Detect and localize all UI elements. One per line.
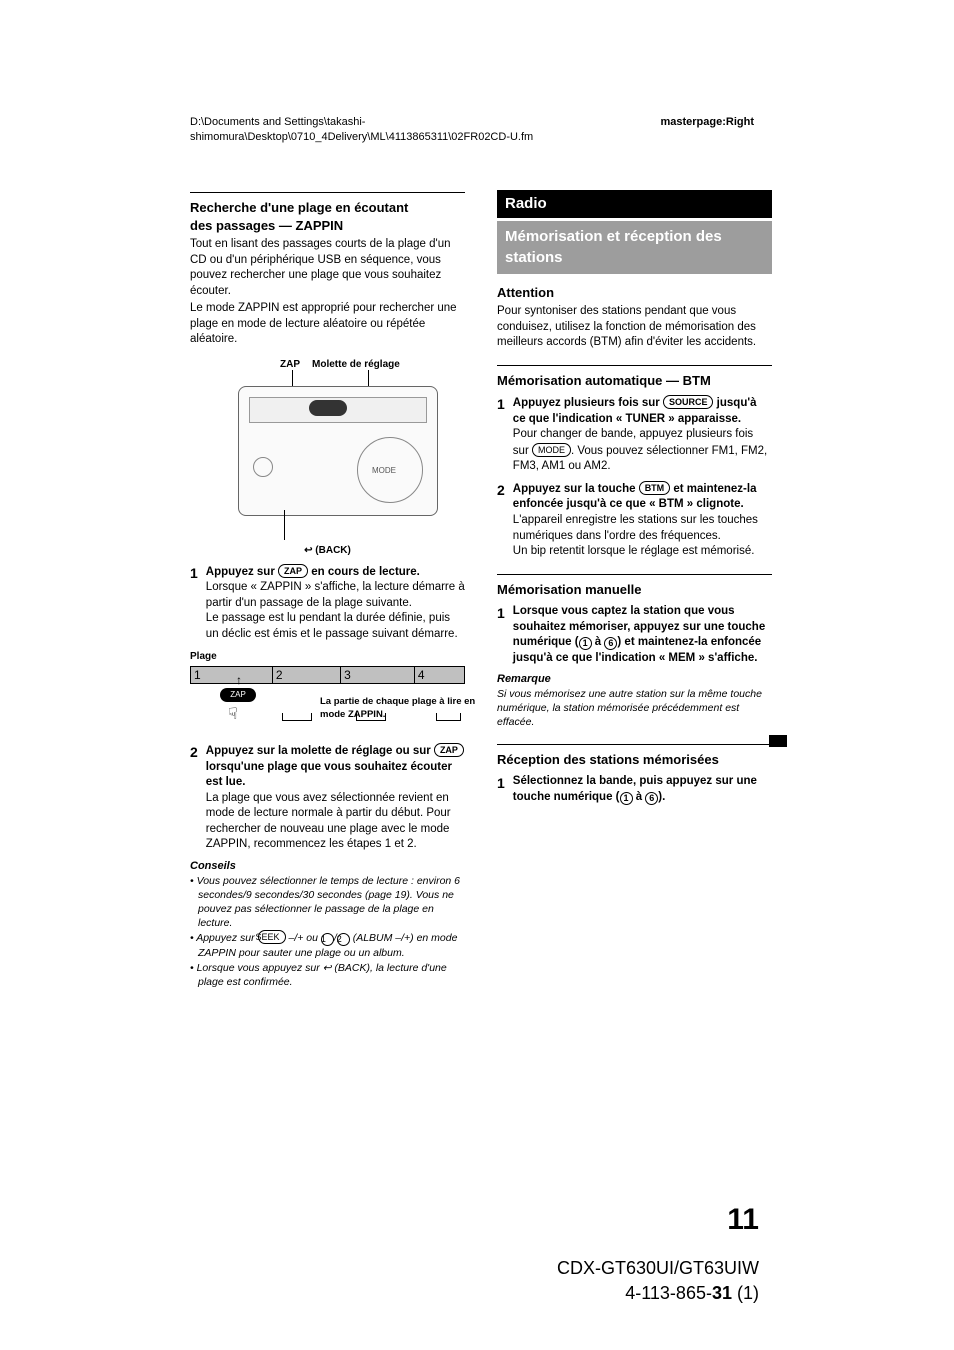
manual-step-1: 1 Lorsque vous captez la station que vou… bbox=[497, 604, 772, 666]
step1-text1: Lorsque « ZAPPIN » s'affiche, la lecture… bbox=[206, 580, 465, 611]
fig-label-zap: ZAP bbox=[280, 358, 300, 372]
step-number: 1 bbox=[497, 774, 505, 805]
step-number: 1 bbox=[190, 564, 198, 643]
plage-label: Plage bbox=[190, 650, 465, 664]
btm2-text2: Un bip retentit lorsque le réglage est m… bbox=[513, 544, 772, 560]
memo-reception-heading: Mémorisation et réception des stations bbox=[497, 221, 772, 274]
step2-title: Appuyez sur la molette de réglage ou sur… bbox=[206, 743, 465, 791]
btm1-text: Pour changer de bande, appuyez plusieurs… bbox=[513, 427, 772, 475]
path-line2: shimomura\Desktop\0710_4Delivery\ML\4113… bbox=[190, 131, 533, 143]
btm2-text1: L'appareil enregistre les stations sur l… bbox=[513, 513, 772, 544]
fig-label-dial: Molette de réglage bbox=[312, 358, 400, 372]
btm-heading: Mémorisation automatique — BTM bbox=[497, 372, 772, 390]
header-path: D:\Documents and Settings\takashi- shimo… bbox=[190, 115, 590, 145]
btm1-title: Appuyez plusieurs fois sur SOURCE jusqu'… bbox=[513, 395, 772, 427]
right-column: Radio Mémorisation et réception des stat… bbox=[497, 190, 772, 989]
zappin-intro-1: Tout en lisant des passages courts de la… bbox=[190, 237, 465, 299]
man1-title: Lorsque vous captez la station que vous … bbox=[513, 604, 772, 666]
conseil-item: Lorsque vous appuyez sur ↩ (BACK), la le… bbox=[190, 961, 465, 989]
manual-memo-heading: Mémorisation manuelle bbox=[497, 581, 772, 599]
reception-step-1: 1 Sélectionnez la bande, puis appuyez su… bbox=[497, 774, 772, 805]
tab-marker bbox=[769, 735, 787, 747]
conseil-item: Vous pouvez sélectionner le temps de lec… bbox=[190, 874, 465, 931]
zap-icon: ZAP bbox=[220, 688, 256, 702]
device-figure: ZAP Molette de réglage ↩ (BACK) bbox=[190, 358, 465, 558]
step-2: 2 Appuyez sur la molette de réglage ou s… bbox=[190, 743, 465, 853]
track-figure: Plage 1 2 3 4 ↑ ZAP ☟ La partie de chaqu… bbox=[190, 650, 465, 735]
conseils-heading: Conseils bbox=[190, 859, 465, 874]
step-number: 2 bbox=[190, 743, 198, 853]
conseils-list: Vous pouvez sélectionner le temps de lec… bbox=[190, 874, 465, 989]
recep1-title: Sélectionnez la bande, puis appuyez sur … bbox=[513, 774, 772, 805]
source-button-label: SOURCE bbox=[663, 395, 714, 409]
remarque-text: Si vous mémorisez une autre station sur … bbox=[497, 687, 772, 730]
conseil-item: Appuyez sur SEEK –/+ ou 1/2 (ALBUM –/+) … bbox=[190, 930, 465, 960]
plage-caption: La partie de chaque plage à lire en mode… bbox=[320, 696, 480, 722]
reception-heading: Réception des stations mémorisées bbox=[497, 751, 772, 769]
remarque-heading: Remarque bbox=[497, 672, 772, 687]
zappin-intro-2: Le mode ZAPPIN est approprié pour recher… bbox=[190, 301, 465, 348]
btm2-title: Appuyez sur la touche BTM et maintenez-l… bbox=[513, 481, 772, 513]
masterpage-label: masterpage:Right bbox=[660, 115, 754, 130]
dial-graphic bbox=[357, 437, 423, 503]
track-cell: 1 bbox=[191, 667, 273, 683]
step-number: 2 bbox=[497, 481, 505, 560]
footer-partno: 4-113-865-31 (1) bbox=[557, 1281, 759, 1305]
press-icon: ☟ bbox=[228, 704, 238, 726]
zappin-heading: Recherche d'une plage en écoutant des pa… bbox=[190, 199, 465, 234]
radio-heading: Radio bbox=[497, 190, 772, 218]
step-number: 1 bbox=[497, 604, 505, 666]
btm-step-2: 2 Appuyez sur la touche BTM et maintenez… bbox=[497, 481, 772, 560]
step-1: 1 Appuyez sur ZAP en cours de lecture. L… bbox=[190, 564, 465, 643]
track-row: 1 2 3 4 bbox=[190, 666, 465, 684]
track-cell: 2 bbox=[273, 667, 341, 683]
attention-text: Pour syntoniser des stations pendant que… bbox=[497, 304, 772, 351]
attention-heading: Attention bbox=[497, 284, 772, 302]
zap-button-label: ZAP bbox=[278, 564, 308, 578]
mode-button-label: MODE bbox=[532, 443, 571, 457]
btm-step-1: 1 Appuyez plusieurs fois sur SOURCE jusq… bbox=[497, 395, 772, 475]
track-cell: 4 bbox=[415, 667, 464, 683]
page-content: Recherche d'une plage en écoutant des pa… bbox=[190, 190, 772, 989]
device-outline bbox=[238, 386, 438, 516]
path-line1: D:\Documents and Settings\takashi- bbox=[190, 116, 365, 128]
zap-button-graphic bbox=[309, 400, 347, 416]
left-column: Recherche d'une plage en écoutant des pa… bbox=[190, 190, 465, 989]
page-number: 11 bbox=[727, 1200, 759, 1241]
step1-title: Appuyez sur ZAP en cours de lecture. bbox=[206, 564, 465, 581]
step-number: 1 bbox=[497, 395, 505, 475]
step2-text: La plage que vous avez sélectionnée revi… bbox=[206, 791, 465, 853]
back-label: ↩ (BACK) bbox=[190, 544, 465, 558]
footer: CDX-GT630UI/GT63UIW 4-113-865-31 (1) bbox=[557, 1256, 759, 1305]
track-cell: 3 bbox=[341, 667, 415, 683]
zap-button-label: ZAP bbox=[434, 743, 464, 757]
btm-button-label: BTM bbox=[639, 481, 671, 495]
step1-text2: Le passage est lu pendant la durée défin… bbox=[206, 611, 465, 642]
footer-model: CDX-GT630UI/GT63UIW bbox=[557, 1256, 759, 1280]
